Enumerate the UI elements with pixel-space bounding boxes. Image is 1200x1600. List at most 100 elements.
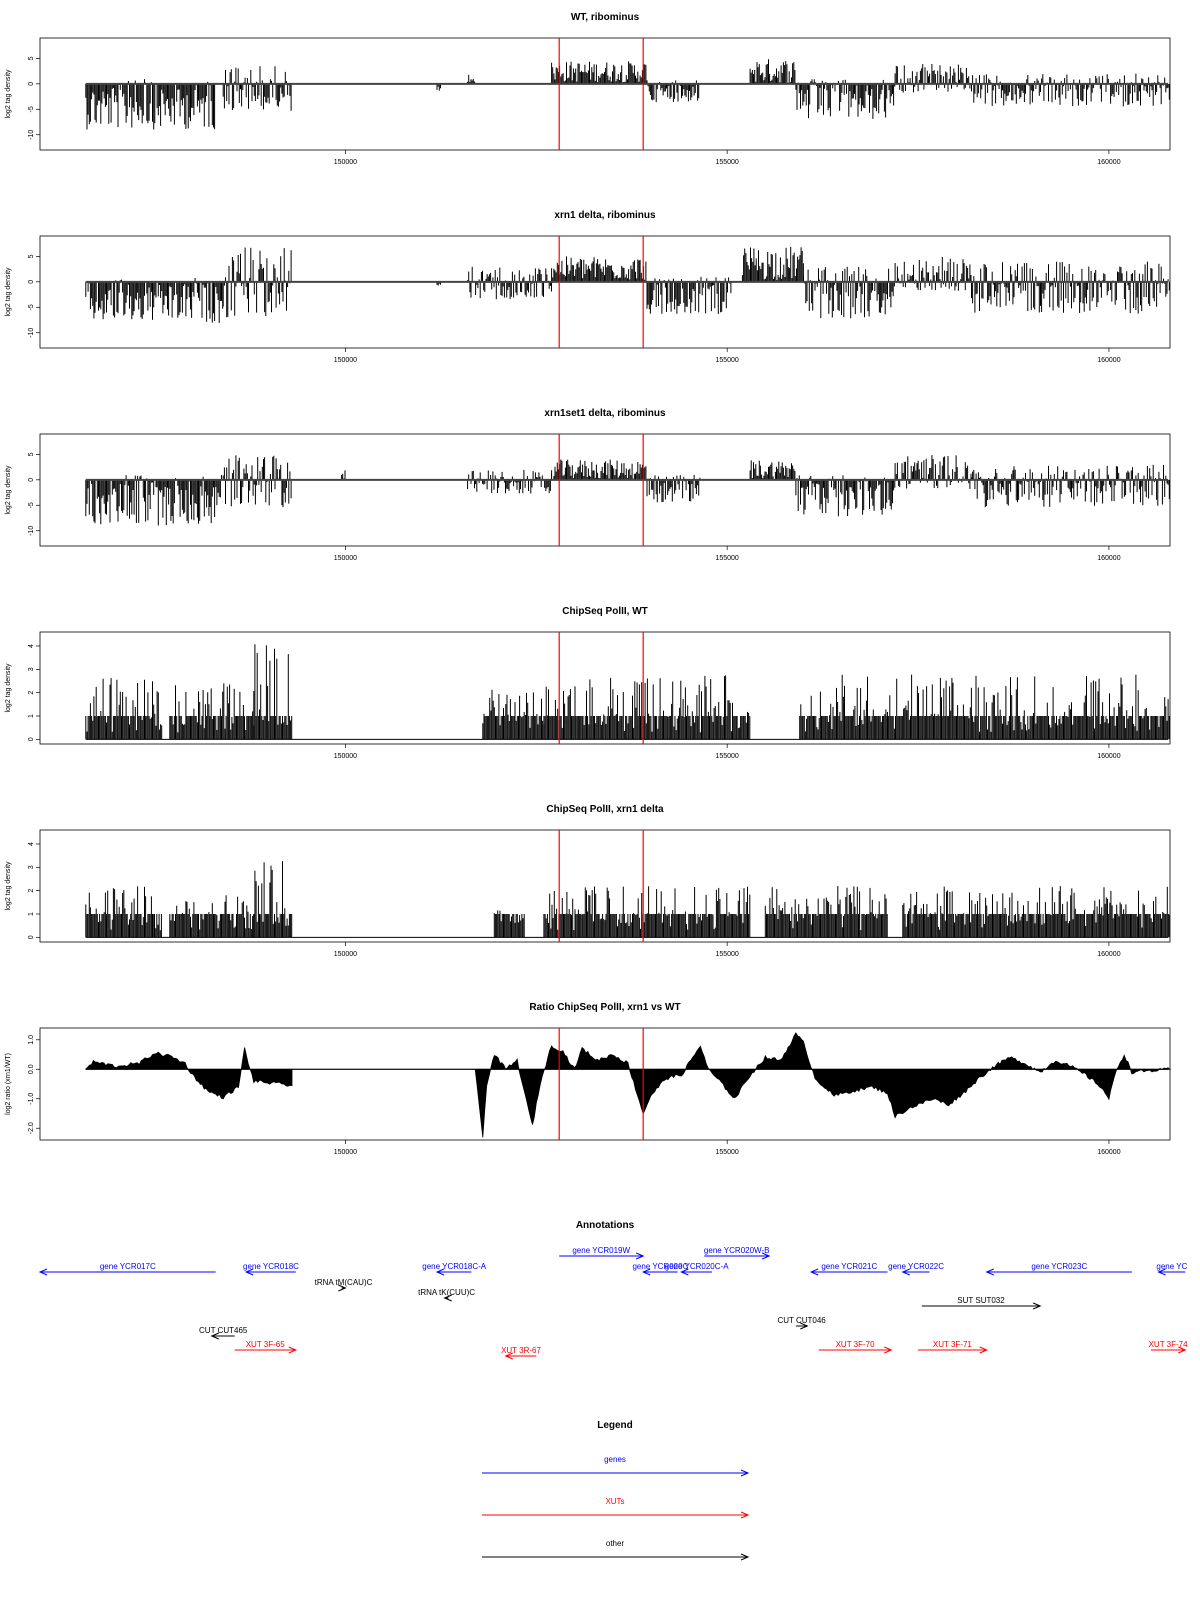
arrowhead-left-icon — [210, 1332, 219, 1340]
legend-title: Legend — [597, 1420, 633, 1431]
arrowhead-left-icon — [641, 1268, 651, 1276]
chart-title: xrn1 delta, ribominus — [554, 210, 656, 221]
annotation-feature: XUT 3F-70 — [818, 1340, 893, 1354]
x-tick-label: 155000 — [715, 753, 738, 760]
y-tick-label: 2 — [28, 691, 35, 695]
annotation-feature: XUT 3R-67 — [501, 1346, 541, 1360]
legend-label: genes — [604, 1455, 626, 1464]
bar-series — [85, 644, 1170, 740]
arrowhead-right-icon — [740, 1469, 750, 1477]
y-axis-label: log2 ratio (xrn1/WT) — [5, 1053, 12, 1115]
x-tick-label: 155000 — [715, 1149, 738, 1156]
annotation-feature: gene YCR023C — [985, 1262, 1132, 1276]
legend-panel: Legend genes XUTs other — [482, 1420, 750, 1561]
arrowhead-left-icon — [901, 1268, 910, 1276]
annotation-feature: tRNA tK(CUU)C — [418, 1288, 475, 1302]
x-tick-label: 160000 — [1097, 1149, 1120, 1156]
chart-panel-1: WT, ribominus 5 0 -5 -10 log2 tag density 1500… — [5, 12, 1171, 166]
y-tick-label: 1.0 — [28, 1035, 35, 1045]
annotation-feature: CUT CUT046 — [777, 1316, 826, 1330]
feature-label: gene YC — [1156, 1262, 1187, 1271]
x-tick-label: 155000 — [715, 159, 738, 166]
annotation-feature: CUT CUT465 — [199, 1326, 248, 1340]
legend-label: other — [606, 1539, 625, 1548]
bar-series — [85, 59, 1170, 130]
feature-label: XUT 3R-67 — [501, 1346, 541, 1355]
arrowhead-right-icon — [979, 1346, 989, 1354]
feature-label: CUT CUT046 — [777, 1316, 826, 1325]
chart-title: ChipSeq PolII, xrn1 delta — [546, 804, 664, 815]
chart-panel-2: xrn1 delta, ribominus 5 0 -5 -10 log2 tag den… — [5, 210, 1171, 364]
annotation-feature: gene YCR021C — [809, 1262, 888, 1276]
y-tick-label: -2.0 — [28, 1122, 35, 1134]
x-tick-label: 150000 — [334, 1149, 357, 1156]
annotations-title: Annotations — [576, 1220, 635, 1231]
x-tick-label: 150000 — [334, 159, 357, 166]
annotations-panel: Annotations gene YCR017C gene YCR018C tRNA … — [38, 1220, 1189, 1360]
arrowhead-left-icon — [809, 1268, 819, 1276]
feature-label: tRNA tK(CUU)C — [418, 1288, 475, 1297]
arrowhead-right-icon — [740, 1511, 750, 1519]
y-tick-label: 1 — [28, 714, 35, 718]
annotation-feature: gene YCR020W-B — [704, 1246, 771, 1260]
chart-panel-6: Ratio ChipSeq PolII, xrn1 vs WT 1.0 0.0 -1.… — [5, 1002, 1172, 1156]
feature-label: SUT SUT032 — [957, 1296, 1005, 1305]
arrowhead-right-icon — [635, 1252, 645, 1260]
y-tick-label: 0 — [28, 82, 35, 86]
y-tick-label: 0 — [28, 280, 35, 284]
feature-label: XUT 3F-74 — [1149, 1340, 1189, 1349]
y-tick-label: 0 — [28, 478, 35, 482]
annotation-feature: gene YCR018C — [243, 1262, 299, 1276]
annotation-feature: gene YCR018C-A — [422, 1262, 487, 1276]
annotation-feature: SUT SUT032 — [921, 1296, 1042, 1310]
chart-title: ChipSeq PolII, WT — [562, 606, 648, 617]
x-tick-label: 155000 — [715, 555, 738, 562]
arrowhead-left-icon — [1157, 1268, 1166, 1276]
y-tick-label: 1 — [28, 912, 35, 916]
feature-label: gene YCR021C — [821, 1262, 877, 1271]
y-tick-label: -10 — [28, 328, 35, 338]
arrowhead-left-icon — [443, 1294, 452, 1302]
y-tick-label: 5 — [28, 254, 35, 258]
x-tick-label: 160000 — [1097, 357, 1120, 364]
arrowhead-right-icon — [884, 1346, 893, 1354]
y-axis-label: log2 tag density — [5, 465, 12, 515]
feature-label: tRNA tM(CAU)C — [315, 1278, 373, 1287]
y-tick-label: 2 — [28, 889, 35, 893]
arrowhead-right-icon — [800, 1322, 809, 1330]
chart-title: xrn1set1 delta, ribominus — [544, 408, 666, 419]
annotation-feature: gene YCR022C — [888, 1262, 944, 1276]
bar-series — [85, 861, 1171, 938]
chart-title: WT, ribominus — [571, 12, 640, 23]
y-tick-label: -5 — [28, 304, 35, 310]
arrowhead-right-icon — [740, 1553, 750, 1561]
feature-label: gene YCR023C — [1031, 1262, 1087, 1271]
plot-frame — [39, 829, 1171, 943]
feature-label: gene YCR020C-A — [665, 1262, 730, 1271]
annotation-feature: gene YCR019W — [559, 1246, 645, 1260]
legend-item: genes — [482, 1455, 750, 1477]
feature-label: gene YCR020W-B — [704, 1246, 770, 1255]
x-tick-label: 160000 — [1097, 951, 1120, 958]
x-tick-label: 150000 — [334, 753, 357, 760]
x-tick-label: 160000 — [1097, 159, 1120, 166]
plot-frame — [39, 235, 1171, 349]
annotation-feature: tRNA tM(CAU)C — [315, 1278, 373, 1292]
bar-series — [85, 246, 1170, 323]
feature-label: CUT CUT465 — [199, 1326, 248, 1335]
y-tick-label: -5 — [28, 106, 35, 112]
y-tick-label: -10 — [28, 526, 35, 536]
y-tick-label: 4 — [28, 644, 35, 648]
y-tick-label: 3 — [28, 667, 35, 671]
arrowhead-left-icon — [985, 1268, 994, 1276]
x-tick-label: 155000 — [715, 951, 738, 958]
annotation-feature: XUT 3F-71 — [918, 1340, 989, 1354]
bar-series — [85, 455, 1170, 526]
arrowhead-right-icon — [761, 1252, 771, 1260]
ratio-area — [85, 1032, 1172, 1138]
x-tick-label: 150000 — [334, 951, 357, 958]
feature-label: gene YCR019W — [572, 1246, 630, 1255]
feature-label: gene YCR018C-A — [422, 1262, 487, 1271]
y-tick-label: 0.0 — [28, 1064, 35, 1074]
